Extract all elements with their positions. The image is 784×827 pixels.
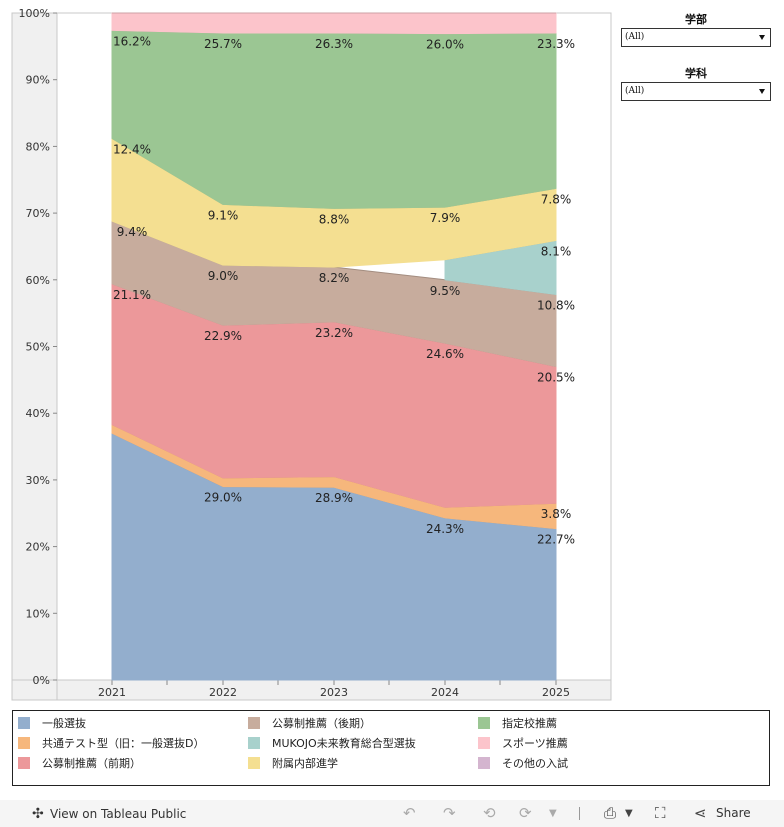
data-label: 25.7% bbox=[204, 37, 242, 51]
y-tick-label: 90% bbox=[26, 74, 50, 87]
toolbar: ✣ View on Tableau Public ↶ ↷ ⟲ ⟳ ▼ ⎙ ▼ ⛶ … bbox=[0, 800, 784, 827]
data-label: 3.8% bbox=[541, 507, 572, 521]
data-label: 29.0% bbox=[204, 491, 242, 505]
area-series bbox=[111, 12, 557, 35]
chevron-down-icon bbox=[759, 35, 765, 40]
legend-swatch bbox=[478, 757, 490, 769]
legend-swatch bbox=[18, 757, 30, 769]
share-icon[interactable]: ⋖ bbox=[694, 804, 707, 822]
data-label: 24.3% bbox=[426, 522, 464, 536]
chevron-down-icon[interactable]: ▼ bbox=[625, 808, 633, 819]
legend-swatch bbox=[248, 737, 260, 749]
filter-department-dropdown[interactable]: (All) bbox=[621, 82, 771, 101]
legend-swatch bbox=[18, 717, 30, 729]
data-label: 9.5% bbox=[430, 284, 461, 298]
y-tick-label: 20% bbox=[26, 541, 50, 554]
x-tick-label: 2025 bbox=[542, 686, 570, 699]
data-label: 22.7% bbox=[537, 533, 575, 547]
x-tick-label: 2024 bbox=[431, 686, 459, 699]
download-icon[interactable]: ⎙ bbox=[604, 804, 617, 822]
y-tick-label: 40% bbox=[26, 407, 50, 420]
legend-swatch bbox=[248, 757, 260, 769]
toolbar-divider bbox=[579, 807, 580, 820]
legend-label: 附属内部進学 bbox=[272, 757, 338, 770]
data-label: 7.8% bbox=[541, 192, 572, 206]
data-label: 26.3% bbox=[315, 37, 353, 51]
y-tick-label: 100% bbox=[19, 7, 50, 20]
data-label: 23.2% bbox=[315, 326, 353, 340]
data-label: 8.2% bbox=[319, 271, 350, 285]
data-label: 12.4% bbox=[113, 142, 151, 156]
data-label: 22.9% bbox=[204, 329, 242, 343]
y-tick-label: 80% bbox=[26, 140, 50, 153]
data-label: 9.1% bbox=[208, 208, 239, 222]
filter-faculty-dropdown[interactable]: (All) bbox=[621, 28, 771, 47]
data-label: 16.2% bbox=[113, 34, 151, 48]
filter-faculty-value: (All) bbox=[625, 32, 645, 42]
y-tick-label: 0% bbox=[33, 674, 50, 687]
x-tick-label: 2023 bbox=[320, 686, 348, 699]
legend-label: 共通テスト型（旧：一般選抜D） bbox=[42, 737, 205, 750]
legend: 一般選抜 公募制推薦（後期） 指定校推薦 共通テスト型（旧：一般選抜D） MUK… bbox=[12, 710, 770, 786]
y-tick-label: 30% bbox=[26, 474, 50, 487]
chevron-down-icon[interactable]: ▼ bbox=[549, 808, 557, 819]
filter-department-title: 学科 bbox=[685, 67, 707, 80]
x-tick-label: 2021 bbox=[98, 686, 126, 699]
y-tick-label: 50% bbox=[26, 341, 50, 354]
legend-swatch bbox=[478, 737, 490, 749]
data-label: 24.6% bbox=[426, 347, 464, 361]
chart-area: 0% 10% 20% 30% 40% 50% 60% 70% 80% 90% 100% 2021 202… bbox=[11, 7, 612, 701]
data-label: 9.4% bbox=[117, 225, 148, 239]
y-tick-label: 70% bbox=[26, 207, 50, 220]
redo-icon[interactable]: ↷ bbox=[443, 804, 456, 822]
x-axis-panel bbox=[12, 680, 611, 700]
legend-label: MUKOJO未来教育総合型選抜 bbox=[272, 737, 416, 750]
data-label: 8.1% bbox=[541, 244, 572, 258]
undo-icon[interactable]: ↶ bbox=[403, 804, 416, 822]
legend-label: その他の入試 bbox=[502, 757, 568, 770]
legend-label: 指定校推薦 bbox=[502, 717, 557, 730]
data-label: 9.0% bbox=[208, 269, 239, 283]
y-tick-label: 60% bbox=[26, 274, 50, 287]
data-label: 20.5% bbox=[537, 371, 575, 385]
legend-swatch bbox=[18, 737, 30, 749]
view-on-tableau-link[interactable]: ✣ View on Tableau Public bbox=[32, 806, 186, 822]
data-label: 26.0% bbox=[426, 38, 464, 52]
fullscreen-icon[interactable]: ⛶ bbox=[655, 804, 666, 822]
filter-department-value: (All) bbox=[625, 86, 645, 96]
data-label: 7.9% bbox=[430, 211, 461, 225]
legend-label: 一般選抜 bbox=[42, 717, 86, 730]
y-axis-panel bbox=[12, 13, 57, 680]
legend-label: 公募制推薦（後期） bbox=[272, 717, 371, 730]
data-label: 23.3% bbox=[537, 37, 575, 51]
legend-swatch bbox=[478, 717, 490, 729]
share-button[interactable]: Share bbox=[716, 806, 751, 820]
revert-icon[interactable]: ⟲ bbox=[483, 804, 496, 822]
legend-label: スポーツ推薦 bbox=[502, 737, 568, 750]
x-tick-label: 2022 bbox=[209, 686, 237, 699]
tableau-logo-icon: ✣ bbox=[32, 806, 44, 822]
data-label: 28.9% bbox=[315, 491, 353, 505]
view-on-tableau-label: View on Tableau Public bbox=[50, 807, 187, 821]
data-label: 10.8% bbox=[537, 298, 575, 312]
refresh-icon[interactable]: ⟳ bbox=[519, 804, 532, 822]
y-tick-label: 10% bbox=[26, 607, 50, 620]
filter-department: 学科 (All) bbox=[621, 66, 771, 101]
data-label: 8.8% bbox=[319, 212, 350, 226]
legend-label: 公募制推薦（前期） bbox=[42, 757, 141, 770]
data-label: 21.1% bbox=[113, 288, 151, 302]
chevron-down-icon bbox=[759, 89, 765, 94]
filter-faculty-title: 学部 bbox=[685, 13, 707, 26]
filter-faculty: 学部 (All) bbox=[621, 12, 771, 47]
legend-swatch bbox=[248, 717, 260, 729]
